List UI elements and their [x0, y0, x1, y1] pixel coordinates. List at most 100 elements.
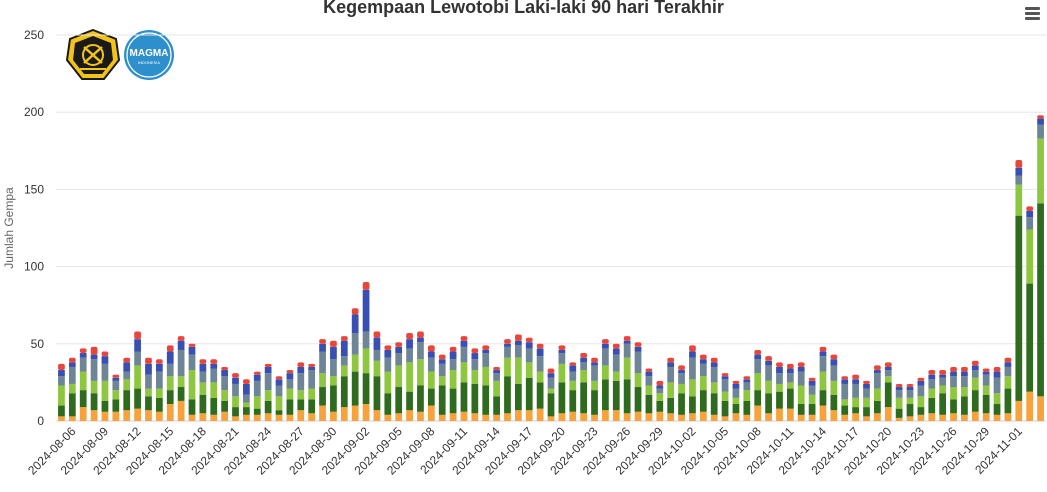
- bar-segment[interactable]: [417, 359, 424, 386]
- bar-segment[interactable]: [797, 385, 805, 405]
- bar-segment[interactable]: [710, 366, 718, 383]
- bar-segment[interactable]: [286, 373, 294, 380]
- bar-segment[interactable]: [874, 373, 881, 389]
- bar-segment[interactable]: [525, 348, 533, 363]
- bar-segment[interactable]: [188, 354, 196, 371]
- bar-segment[interactable]: [384, 371, 392, 394]
- bar-segment[interactable]: [776, 362, 783, 367]
- bar-segment[interactable]: [808, 404, 816, 415]
- bar-segment[interactable]: [123, 357, 131, 363]
- bar-segment[interactable]: [177, 336, 185, 341]
- bar-segment[interactable]: [982, 413, 990, 421]
- bar-segment[interactable]: [961, 414, 968, 421]
- bar-segment[interactable]: [863, 407, 870, 417]
- bar-segment[interactable]: [928, 388, 936, 398]
- bar-segment[interactable]: [536, 371, 544, 383]
- bar-segment[interactable]: [297, 410, 305, 421]
- bar-segment[interactable]: [330, 346, 337, 360]
- bar-segment[interactable]: [460, 346, 468, 363]
- bar-segment[interactable]: [438, 414, 446, 421]
- bar-segment[interactable]: [950, 399, 957, 414]
- bar-segment[interactable]: [525, 410, 533, 421]
- bar-segment[interactable]: [297, 399, 305, 411]
- bar-segment[interactable]: [667, 357, 675, 363]
- bar-segment[interactable]: [232, 383, 239, 397]
- bar-segment[interactable]: [319, 373, 326, 388]
- bar-segment[interactable]: [134, 339, 141, 352]
- bar-segment[interactable]: [634, 351, 642, 374]
- bar-segment[interactable]: [243, 394, 250, 403]
- bar-segment[interactable]: [155, 359, 163, 364]
- bar-segment[interactable]: [721, 400, 729, 417]
- bar-segment[interactable]: [417, 411, 424, 421]
- bar-segment[interactable]: [580, 413, 588, 421]
- bar-segment[interactable]: [971, 390, 979, 412]
- bar-segment[interactable]: [1015, 160, 1023, 168]
- bar-segment[interactable]: [188, 343, 196, 347]
- bar-segment[interactable]: [580, 353, 588, 358]
- bar-segment[interactable]: [950, 387, 957, 400]
- bar-segment[interactable]: [449, 413, 457, 421]
- bar-segment[interactable]: [1037, 124, 1044, 139]
- bar-segment[interactable]: [797, 366, 805, 372]
- bar-segment[interactable]: [145, 374, 152, 389]
- bar-segment[interactable]: [145, 363, 152, 375]
- bar-segment[interactable]: [971, 365, 979, 371]
- bar-segment[interactable]: [155, 397, 163, 412]
- bar-segment[interactable]: [1004, 376, 1012, 389]
- bar-segment[interactable]: [210, 368, 218, 383]
- bar-segment[interactable]: [612, 343, 620, 349]
- bar-segment[interactable]: [863, 416, 870, 421]
- bar-segment[interactable]: [830, 380, 838, 395]
- bar-segment[interactable]: [558, 349, 566, 354]
- bar-segment[interactable]: [275, 376, 283, 380]
- bar-segment[interactable]: [993, 404, 1001, 415]
- bar-segment[interactable]: [101, 356, 109, 364]
- bar-segment[interactable]: [569, 390, 577, 412]
- bar-segment[interactable]: [504, 413, 511, 421]
- bar-segment[interactable]: [177, 376, 185, 388]
- bar-segment[interactable]: [939, 414, 947, 421]
- bar-segment[interactable]: [243, 407, 250, 415]
- bar-segment[interactable]: [253, 408, 261, 415]
- bar-segment[interactable]: [917, 407, 925, 415]
- bar-segment[interactable]: [90, 359, 98, 381]
- bar-segment[interactable]: [90, 354, 98, 360]
- bar-segment[interactable]: [427, 405, 435, 421]
- bar-segment[interactable]: [776, 408, 783, 421]
- bar-segment[interactable]: [221, 390, 228, 401]
- bar-segment[interactable]: [340, 365, 348, 377]
- bar-segment[interactable]: [482, 345, 490, 350]
- bar-segment[interactable]: [634, 411, 642, 421]
- bar-segment[interactable]: [395, 387, 403, 414]
- bar-segment[interactable]: [319, 343, 326, 352]
- bar-segment[interactable]: [819, 405, 827, 421]
- bar-segment[interactable]: [308, 413, 316, 421]
- bar-segment[interactable]: [536, 343, 544, 349]
- bar-segment[interactable]: [884, 376, 892, 383]
- bar-segment[interactable]: [308, 370, 316, 389]
- bar-segment[interactable]: [841, 379, 849, 384]
- bar-segment[interactable]: [580, 357, 588, 363]
- bar-segment[interactable]: [558, 382, 566, 414]
- bar-segment[interactable]: [667, 397, 675, 414]
- bar-segment[interactable]: [689, 345, 696, 352]
- bar-segment[interactable]: [112, 390, 120, 400]
- bar-segment[interactable]: [612, 410, 620, 421]
- bar-segment[interactable]: [732, 380, 740, 384]
- bar-segment[interactable]: [493, 380, 500, 397]
- bar-segment[interactable]: [362, 289, 370, 332]
- bar-segment[interactable]: [210, 382, 218, 398]
- bar-segment[interactable]: [743, 400, 751, 415]
- bar-segment[interactable]: [765, 380, 772, 394]
- bar-segment[interactable]: [645, 385, 653, 395]
- bar-segment[interactable]: [993, 377, 1001, 394]
- bar-segment[interactable]: [884, 382, 892, 408]
- bar-segment[interactable]: [373, 331, 381, 338]
- bar-segment[interactable]: [841, 383, 849, 400]
- bar-segment[interactable]: [504, 343, 511, 347]
- bar-segment[interactable]: [971, 377, 979, 391]
- bar-segment[interactable]: [1037, 115, 1044, 119]
- bar-segment[interactable]: [330, 376, 337, 386]
- bar-segment[interactable]: [710, 357, 718, 363]
